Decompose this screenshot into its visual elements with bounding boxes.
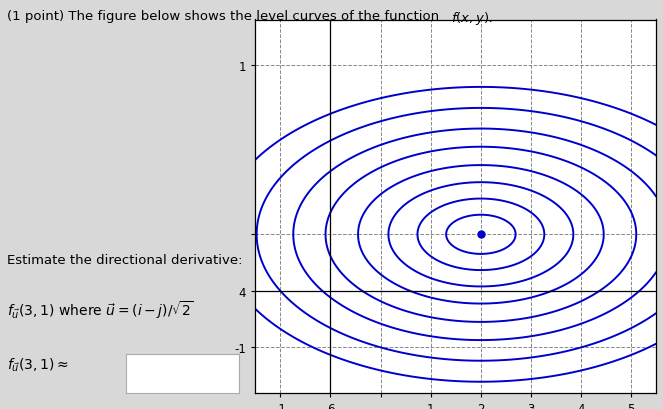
Text: $f(x, y)$.: $f(x, y)$. <box>451 10 493 27</box>
Text: $f_{\vec{u}}(3, 1) \approx$: $f_{\vec{u}}(3, 1) \approx$ <box>7 356 68 373</box>
Text: (1 point) The figure below shows the level curves of the function: (1 point) The figure below shows the lev… <box>7 10 443 23</box>
Text: $f_{\vec{u}}(3, 1)$ where $\vec{u} = (i-j)/\sqrt{2}$: $f_{\vec{u}}(3, 1)$ where $\vec{u} = (i-… <box>7 299 194 320</box>
Text: Estimate the directional derivative:: Estimate the directional derivative: <box>7 254 242 267</box>
